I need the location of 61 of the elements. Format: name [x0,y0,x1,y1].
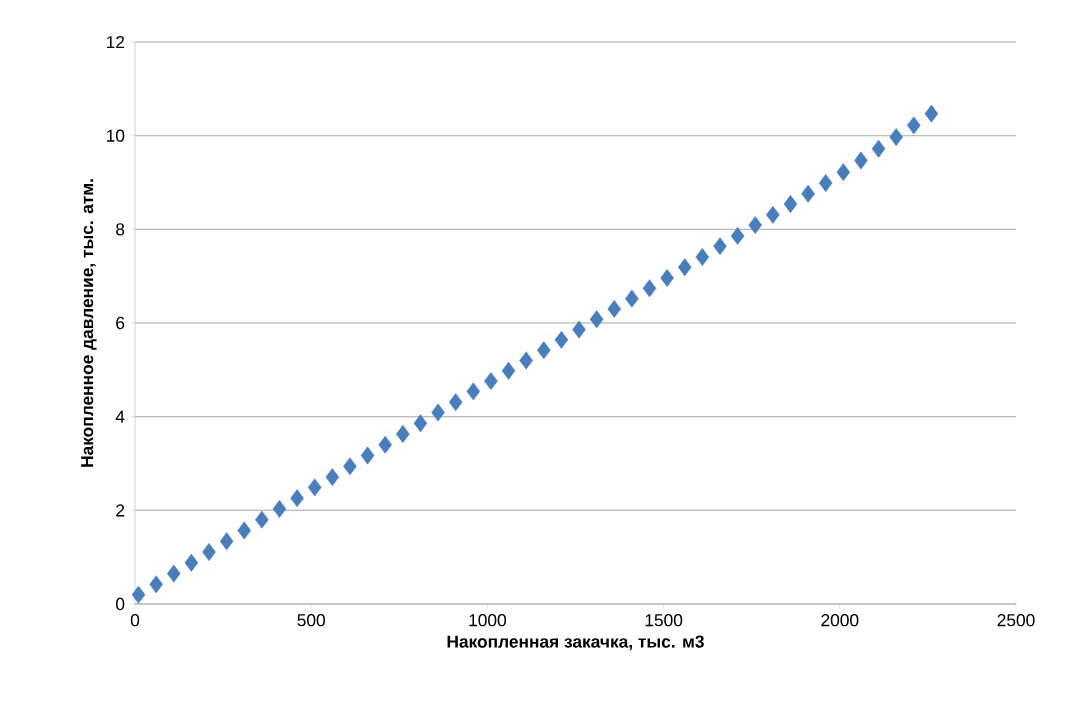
point [484,372,498,391]
point [625,289,639,308]
point [149,575,163,594]
x-tick-label: 500 [297,614,325,627]
x-tick-label: 1500 [645,614,683,627]
point [237,521,252,540]
x-tick-label: 2500 [997,614,1035,627]
point [695,248,710,266]
x-tick-label: 1000 [469,614,507,627]
point [360,446,375,465]
point [343,457,357,476]
point [801,184,815,203]
point [431,403,445,422]
point [677,258,692,277]
y-tick-label: 8 [116,223,125,236]
point [184,553,199,572]
point [202,543,216,561]
point [378,435,392,454]
point [713,237,727,256]
y-tick-label: 12 [107,35,125,49]
y-axis-title: Накопленное давление, тыс. атм. [81,179,97,467]
point [766,205,780,224]
point [290,489,304,508]
x-tick-label: 2000 [821,614,859,627]
point [607,300,622,318]
point [730,226,745,245]
y-tick-label: 0 [115,597,125,611]
point [413,414,428,433]
point [272,499,287,518]
point [448,393,463,412]
point [924,104,939,123]
point [871,139,886,158]
point [519,351,533,370]
point [325,468,340,487]
point [501,361,516,380]
point [889,128,903,147]
point [307,478,322,497]
point [660,269,674,287]
point [466,382,481,401]
point [131,585,146,604]
point [255,510,269,529]
point [836,163,851,182]
x-tick-label: 0 [130,614,140,627]
point [396,425,410,443]
point [167,564,181,583]
y-tick-label: 10 [107,129,125,142]
point [642,279,657,298]
y-tick-label: 2 [116,504,125,517]
point [219,532,234,551]
point [783,195,798,213]
point [818,174,833,192]
point [554,330,569,349]
point [854,151,868,170]
point [907,116,921,135]
y-tick-label: 4 [115,410,125,423]
point [589,310,604,329]
point [748,216,762,235]
y-tick-label: 6 [116,316,125,330]
x-axis-title: Накопленная закачка, тыс. м3 [447,635,704,651]
point [537,341,551,360]
point [572,320,586,339]
